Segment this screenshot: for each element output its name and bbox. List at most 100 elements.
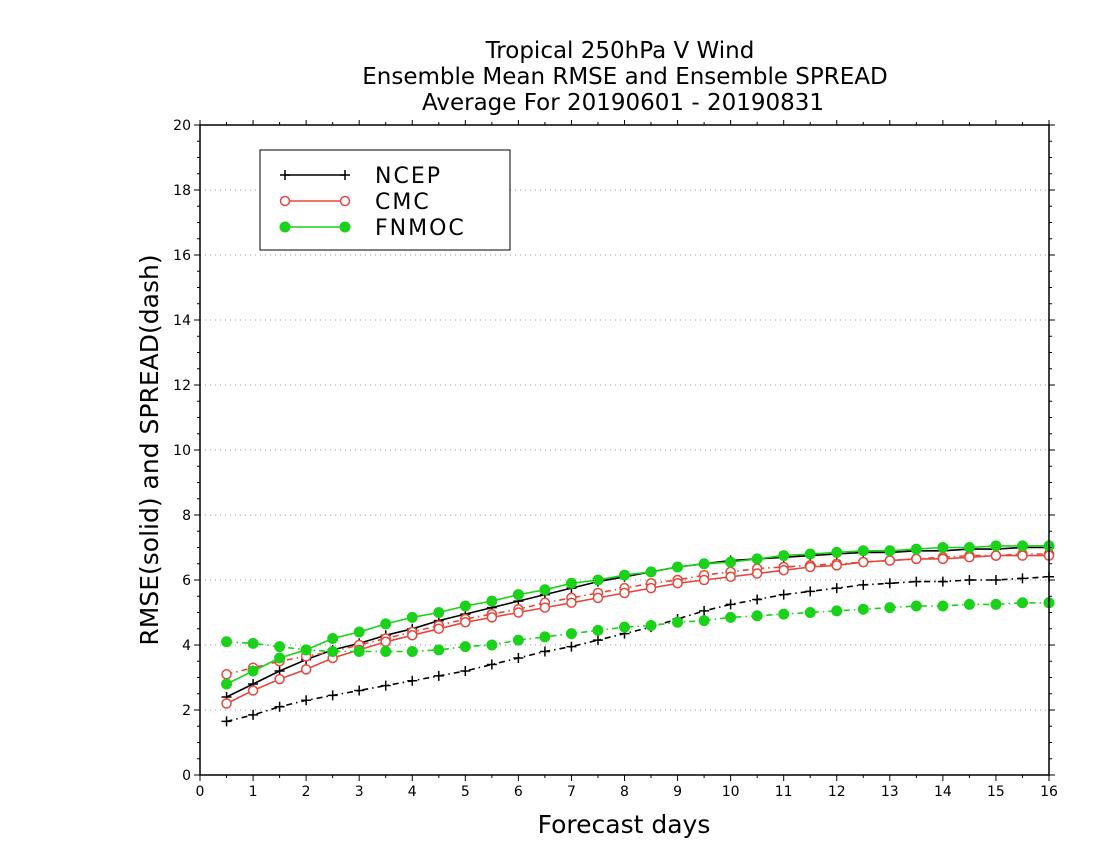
series-fnmoc-spread-point [406, 646, 418, 657]
series-fnmoc-spread-point [353, 646, 365, 657]
series-cmc-rmse-point [407, 630, 418, 641]
series-fnmoc-rmse-point [247, 665, 259, 677]
series-fnmoc-spread-point [539, 631, 551, 643]
series-cmc-rmse-point [725, 571, 736, 582]
series-ncep-spread-point [964, 575, 975, 585]
series-fnmoc-rmse-point [592, 574, 604, 586]
series-fnmoc-spread-point [592, 624, 604, 636]
series-ncep-spread-point [699, 605, 710, 616]
series-cmc-rmse-point [990, 550, 1002, 561]
series-fnmoc-spread-point [910, 600, 922, 612]
y-tick-label: 14 [173, 313, 191, 329]
series-fnmoc-rmse-line [226, 545, 1049, 685]
y-axis-label: RMSE(solid) and SPREAD(dash) [135, 254, 164, 645]
x-tick-label: 16 [1040, 784, 1058, 800]
series-ncep-spread-point [592, 635, 603, 646]
series-cmc-rmse-point [513, 607, 524, 618]
series-fnmoc-rmse-point [1016, 540, 1028, 552]
chart-title-line-3: Average For 20190601 - 20190831 [422, 90, 824, 116]
x-tick-label: 7 [567, 784, 576, 800]
legend-box [259, 149, 511, 251]
series-fnmoc-spread-point [247, 637, 259, 649]
series-cmc-rmse-point [433, 623, 445, 634]
series-fnmoc-rmse-point [884, 545, 896, 557]
series-cmc-rmse-point [566, 597, 577, 608]
series-fnmoc-spread-point [725, 611, 737, 623]
series-ncep-spread-point [725, 599, 736, 610]
series-fnmoc-rmse-point [831, 546, 843, 558]
series-fnmoc-rmse-point [353, 626, 365, 638]
chart-title-line-2: Ensemble Mean RMSE and Ensemble SPREAD [362, 64, 887, 90]
series-ncep-spread-point [221, 716, 232, 727]
series-cmc-spread-point [221, 669, 232, 680]
chart-title-line-1: Tropical 250hPa V Wind [485, 38, 755, 64]
series-fnmoc-spread-point [751, 610, 763, 622]
series-ncep-spread-point [407, 675, 418, 686]
legend-label-ncep: NCEP [375, 164, 442, 189]
series-cmc-rmse-point [964, 552, 975, 563]
x-tick-label: 10 [722, 784, 740, 800]
series-fnmoc-rmse-point [963, 542, 975, 553]
series-ncep-spread-point [301, 695, 312, 706]
series-fnmoc-spread-point [831, 605, 843, 617]
series-fnmoc-spread-point [937, 600, 949, 612]
series-fnmoc-rmse-point [221, 678, 233, 690]
series-fnmoc-rmse-point [804, 548, 816, 560]
legend-marker-cmc [279, 195, 291, 207]
series-fnmoc-rmse-point [937, 542, 949, 553]
series-fnmoc-rmse-point [406, 611, 418, 623]
series-fnmoc-rmse-point [698, 558, 710, 570]
series-fnmoc-rmse-point [327, 633, 339, 644]
series-cmc-rmse-point [247, 685, 259, 696]
series-cmc-rmse-point [486, 612, 498, 623]
series-ncep-spread-point [937, 576, 948, 587]
series-fnmoc-spread-point [645, 620, 657, 631]
y-tick-label: 2 [182, 703, 191, 719]
series-cmc-rmse-point [221, 698, 232, 709]
series-cmc-rmse-point [937, 553, 949, 565]
series-fnmoc-spread-point [619, 621, 630, 633]
series-cmc-rmse-point [831, 560, 842, 571]
y-tick-label: 8 [182, 508, 191, 524]
series-ncep-spread-point [274, 701, 285, 712]
series-cmc-rmse-point [911, 553, 922, 565]
series-fnmoc-rmse-point [380, 618, 392, 630]
series-fnmoc-spread-point [274, 641, 286, 653]
series-fnmoc-rmse-point [512, 589, 524, 601]
series-fnmoc-spread-point [221, 636, 233, 648]
y-tick-label: 10 [173, 443, 191, 459]
series-ncep-spread-point [327, 690, 338, 701]
series-fnmoc-rmse-point [857, 545, 869, 557]
series-fnmoc-rmse-point [300, 644, 312, 656]
series-cmc-rmse-point [274, 673, 285, 685]
series-cmc-rmse-point [300, 664, 312, 675]
series-ncep-rmse-line [226, 546, 1049, 698]
series-cmc-rmse-point [884, 555, 896, 566]
series-ncep-spread-point [990, 575, 1001, 585]
series-ncep-spread-point [884, 578, 895, 589]
x-axis-label: Forecast days [538, 810, 711, 839]
x-tick-label: 14 [934, 784, 952, 800]
series-fnmoc-spread-point [884, 602, 896, 614]
x-tick-label: 15 [987, 784, 1005, 800]
series-ncep-spread-point [248, 709, 259, 720]
series-fnmoc-rmse-point [645, 566, 657, 578]
x-tick-label: 5 [461, 784, 470, 800]
series-fnmoc-rmse-point [486, 595, 498, 607]
series-ncep-spread-point [566, 641, 577, 652]
x-tick-label: 11 [775, 784, 793, 800]
y-tick-label: 0 [182, 768, 191, 784]
series-ncep-spread-point [460, 666, 471, 676]
y-tick-label: 4 [182, 638, 191, 654]
x-tick-label: 13 [881, 784, 899, 800]
series-fnmoc-rmse-point [565, 577, 577, 589]
legend-marker-ncep [280, 170, 290, 180]
series-cmc-rmse-point [539, 602, 551, 613]
series-fnmoc-rmse-point [433, 607, 445, 618]
series-cmc-rmse-point [778, 565, 789, 576]
series-fnmoc-spread-point [565, 628, 577, 640]
series-fnmoc-spread-point [672, 616, 684, 628]
series-fnmoc-spread-point [990, 598, 1002, 610]
series-cmc-rmse-point [592, 592, 604, 604]
